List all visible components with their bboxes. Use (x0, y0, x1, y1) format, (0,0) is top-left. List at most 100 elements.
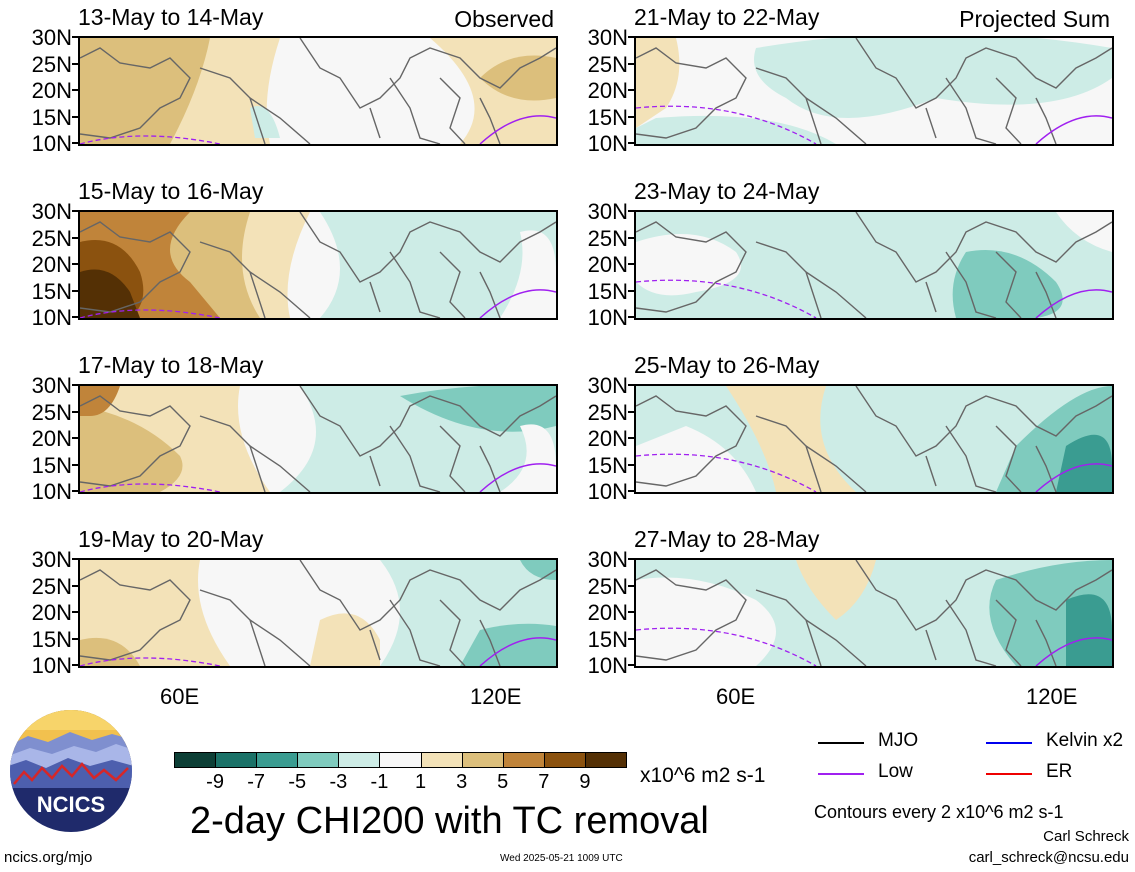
lat-label: 10N (587, 653, 628, 678)
lat-label: 15N (587, 626, 628, 652)
coastline (805, 271, 867, 318)
coastline (479, 271, 501, 318)
lat-tick (628, 142, 634, 144)
lat-label: 20N (587, 252, 628, 277)
low-solid-contour (479, 463, 556, 492)
coastline (80, 47, 191, 139)
colorbar-tick-label: 7 (538, 771, 550, 793)
coastline (805, 97, 867, 144)
panel-date-range: 23-May to 24-May (634, 178, 820, 204)
site-link[interactable]: ncics.org/mjo (4, 849, 93, 866)
colorbar-swatch (420, 752, 463, 768)
coastline (755, 241, 822, 318)
anomaly-fill (1056, 434, 1112, 492)
lat-tick (72, 289, 78, 292)
low-contour (80, 657, 221, 666)
lat-tick (72, 36, 78, 38)
lat-tick (72, 611, 78, 613)
map-canvas (80, 386, 556, 492)
lat-tick (72, 62, 78, 65)
coastline (299, 38, 556, 109)
lat-label: 20N (31, 252, 72, 277)
panel-date-range: 17-May to 18-May (78, 352, 264, 378)
lat-tick (628, 490, 634, 492)
legend-label: Kelvin x2 (1046, 730, 1124, 751)
colorbar-swatch (256, 752, 299, 768)
lat-tick (72, 410, 78, 413)
lat-label: 30N (31, 547, 72, 572)
lat-tick (628, 236, 634, 239)
coastline (1035, 619, 1057, 666)
legend-label: MJO (878, 730, 919, 751)
lat-label: 30N (587, 25, 628, 50)
coastline (755, 589, 822, 666)
lat-tick (628, 410, 634, 413)
lat-tick (72, 236, 78, 239)
lat-tick (628, 210, 634, 212)
panel-type-label: Projected Sum (959, 6, 1110, 32)
lat-label: 15N (31, 104, 72, 130)
low-contour (636, 453, 817, 492)
chi200-map (634, 558, 1114, 668)
low-solid-contour (479, 115, 556, 144)
anomaly-fill (480, 55, 556, 101)
anomaly-fill (400, 386, 556, 432)
lat-tick (72, 142, 78, 144)
lat-tick (628, 437, 634, 439)
coastline (80, 395, 191, 487)
lat-tick (72, 384, 78, 386)
lat-tick (72, 463, 78, 466)
colorbar-tick-label: -7 (247, 771, 266, 793)
lat-tick (628, 637, 634, 640)
chi200-map (78, 36, 558, 146)
colorbar-swatch (379, 752, 422, 768)
coastline (755, 67, 822, 144)
lat-tick (628, 611, 634, 613)
main-title: 2-day CHI200 with TC removal (190, 800, 709, 842)
anomaly-fill (636, 426, 756, 492)
lat-label: 20N (31, 78, 72, 103)
map-canvas (636, 386, 1112, 492)
coastline (369, 629, 381, 661)
lat-tick (72, 490, 78, 492)
coastline (389, 77, 441, 144)
colorbar-swatch (174, 752, 217, 768)
coastline (1035, 97, 1057, 144)
anomaly-fill (80, 406, 183, 492)
coastline (439, 251, 466, 318)
lat-tick (72, 558, 78, 560)
panel-date-range: 25-May to 26-May (634, 352, 820, 378)
panel-date-range: 27-May to 28-May (634, 526, 820, 552)
lat-tick (72, 664, 78, 666)
coastline (199, 67, 266, 144)
lat-tick (72, 584, 78, 587)
map-canvas (636, 38, 1112, 144)
chi200-map (78, 384, 558, 494)
coastline (805, 619, 867, 666)
coastline (925, 629, 937, 661)
legend-label: Low (878, 761, 913, 782)
chi200-map (78, 558, 558, 668)
coastline (855, 560, 1112, 631)
panel-date-range: 13-May to 14-May (78, 4, 264, 30)
lat-label: 25N (31, 51, 72, 77)
lat-label: 25N (587, 399, 628, 425)
lat-label: 15N (587, 278, 628, 304)
coastline (855, 386, 1112, 457)
low-solid-contour (1035, 289, 1112, 318)
anomaly-fill (1056, 212, 1112, 252)
lon-label-60e-left: 60E (160, 684, 200, 709)
low-solid-contour (1035, 115, 1112, 144)
low-contour (80, 309, 221, 318)
coastline (439, 599, 466, 666)
coastline (439, 425, 466, 492)
coastline (249, 97, 311, 144)
low-solid-contour (479, 637, 556, 666)
lon-label-120e-left: 120E (470, 684, 522, 709)
coastline (855, 38, 1112, 109)
lat-label: 15N (31, 452, 72, 478)
coastline (199, 241, 266, 318)
legend-line-swatch (818, 773, 864, 775)
legend-line-swatch (818, 742, 864, 744)
coastline (636, 569, 747, 661)
